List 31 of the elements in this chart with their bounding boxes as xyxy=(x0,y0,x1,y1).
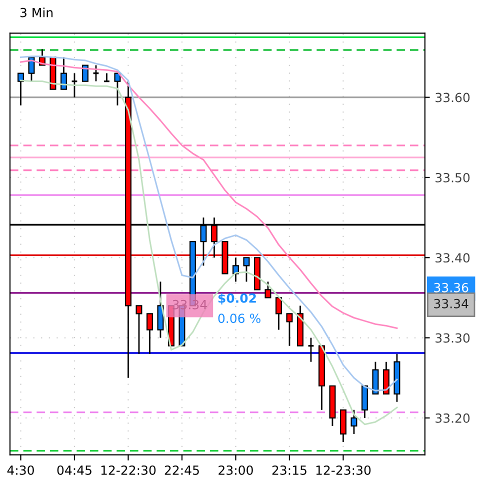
x-tick-label: 12-22:30 xyxy=(101,465,156,475)
x-tick-label: 4:30 xyxy=(7,465,34,475)
y-tick-label: 33.20 xyxy=(436,413,470,423)
x-tick-label: 23:00 xyxy=(218,465,253,475)
annotation: 0.06 % xyxy=(218,314,260,324)
text: 33.34 xyxy=(434,298,468,308)
candlestick xyxy=(17,72,24,106)
candlestick xyxy=(286,313,293,346)
candlestick xyxy=(264,280,272,298)
x-tick-label: 23:15 xyxy=(272,465,306,475)
x-tick-label: 12-23:30 xyxy=(316,465,371,475)
candlestick xyxy=(350,409,358,435)
candlestick xyxy=(28,56,35,82)
chart-title: 3 Min xyxy=(20,8,53,18)
y-tick-label: 33.50 xyxy=(436,172,470,182)
annotation: 33.34 xyxy=(172,300,207,310)
candlestick xyxy=(114,72,121,106)
x-tick-label: 22:45 xyxy=(164,465,199,475)
candlestick xyxy=(82,64,88,82)
y-tick-label: 33.60 xyxy=(436,92,470,102)
y-tick-label: 33.30 xyxy=(436,333,470,343)
x-tick-label: 04:45 xyxy=(57,465,92,475)
candlestick xyxy=(243,256,250,282)
candlestick xyxy=(275,297,282,330)
y-tick-label: 33.40 xyxy=(436,253,470,263)
text: 33.36 xyxy=(434,282,468,292)
candlestick xyxy=(136,305,142,355)
annotation: $0.02 xyxy=(218,293,256,305)
candlestick xyxy=(60,56,67,90)
candlestick xyxy=(146,313,153,355)
candlestick xyxy=(103,72,110,82)
